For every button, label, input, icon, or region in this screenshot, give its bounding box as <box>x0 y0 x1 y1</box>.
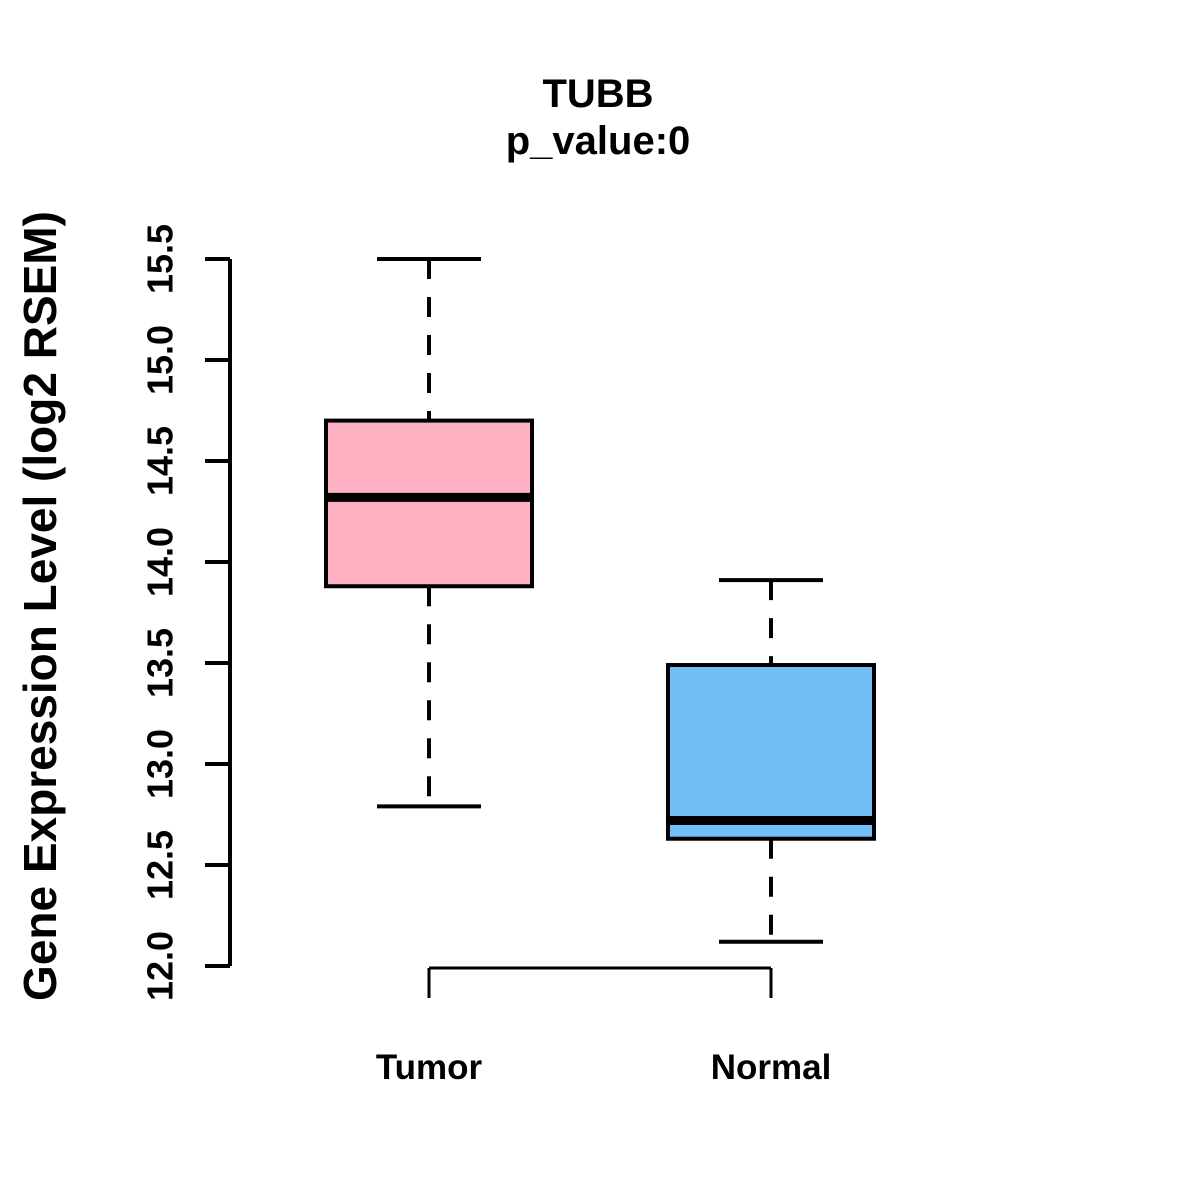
y-tick-label: 14.0 <box>140 527 181 597</box>
box-normal <box>666 663 876 841</box>
y-tick-label: 12.0 <box>140 931 181 1001</box>
box-tumor <box>324 418 534 589</box>
y-tick-label: 13.5 <box>140 628 181 698</box>
x-tick-label-tumor: Tumor <box>375 1048 483 1087</box>
y-tick-label: 15.5 <box>140 224 181 294</box>
chart-title: TUBB <box>542 72 654 116</box>
y-tick-label: 14.5 <box>140 426 181 496</box>
y-tick-label: 13.0 <box>140 729 181 799</box>
y-tick-label: 15.0 <box>140 325 181 395</box>
y-tick-label: 12.5 <box>140 830 181 900</box>
chart-subtitle: p_value:0 <box>505 119 691 163</box>
x-tick-label-normal: Normal <box>710 1048 832 1087</box>
